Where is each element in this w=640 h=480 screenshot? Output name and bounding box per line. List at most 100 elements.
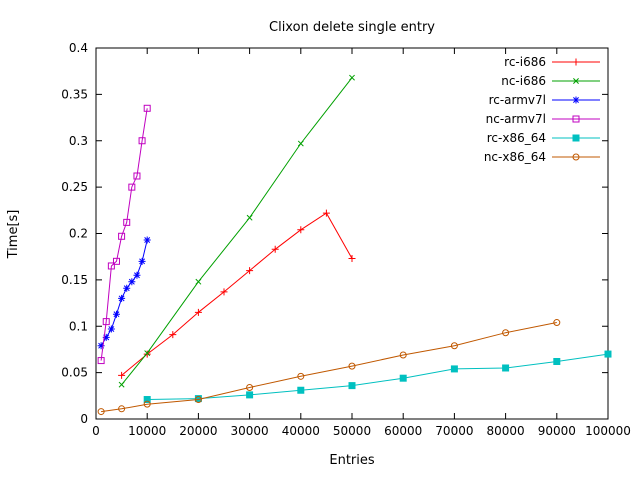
series-marker-rc-armv7l <box>128 278 136 286</box>
y-tick-label: 0.15 <box>61 273 88 287</box>
legend-marker-nc-x86_64 <box>572 153 580 161</box>
series-marker-rc-armv7l <box>112 310 120 318</box>
series-marker-nc-i686 <box>349 74 355 81</box>
series-marker-nc-x86_64 <box>118 405 126 413</box>
series-marker-nc-x86_64 <box>246 383 254 391</box>
x-tick-label: 10000 <box>128 424 166 438</box>
series-marker-nc-x86_64 <box>97 408 105 416</box>
series-marker-nc-x86_64 <box>143 400 151 408</box>
series-marker-rc-armv7l <box>123 284 131 292</box>
legend-marker-nc-i686 <box>573 78 579 84</box>
legend-marker-nc-armv7l <box>572 115 580 123</box>
series-marker-rc-armv7l <box>143 236 151 244</box>
series-marker-rc-i686 <box>194 308 202 316</box>
series-marker-nc-armv7l <box>112 257 120 265</box>
series-marker-rc-x86_64 <box>553 357 561 365</box>
series-marker-nc-armv7l <box>123 218 131 226</box>
series-marker-rc-x86_64 <box>604 350 612 358</box>
y-tick-label: 0.35 <box>61 87 88 101</box>
x-tick-label: 50000 <box>333 424 371 438</box>
series-line-rc-i686 <box>121 212 353 376</box>
series-marker-nc-armv7l <box>128 183 136 191</box>
series-marker-nc-i686 <box>195 278 202 285</box>
series-marker-rc-i686 <box>322 209 330 217</box>
series-marker-nc-armv7l <box>97 357 105 365</box>
series-line-nc-i686 <box>121 77 353 386</box>
series-marker-rc-i686 <box>220 288 228 296</box>
y-axis-label: Time[s] <box>6 210 21 260</box>
series-marker-nc-armv7l <box>102 318 110 326</box>
series-line-nc-x86_64 <box>101 322 557 413</box>
series-marker-rc-i686 <box>348 255 356 263</box>
series-marker-nc-armv7l <box>138 137 146 145</box>
series-marker-rc-i686 <box>271 245 279 253</box>
legend-marker-rc-x86_64 <box>572 134 580 142</box>
series-marker-nc-i686 <box>144 350 151 357</box>
legend-label-rc-x86_64: rc-x86_64 <box>487 131 546 145</box>
series-marker-nc-x86_64 <box>297 372 305 380</box>
y-tick-label: 0.3 <box>69 134 88 148</box>
series-marker-nc-x86_64 <box>450 342 458 350</box>
chart-title: Clixon delete single entry <box>269 20 435 35</box>
legend-label-nc-x86_64: nc-x86_64 <box>484 150 546 164</box>
legend-label-nc-i686: nc-i686 <box>501 74 546 88</box>
series-marker-nc-armv7l <box>118 232 126 240</box>
x-tick-label: 80000 <box>487 424 525 438</box>
series-line-rc-x86_64 <box>147 353 609 400</box>
series-marker-nc-armv7l <box>107 262 115 270</box>
x-tick-label: 20000 <box>179 424 217 438</box>
y-tick-label: 0 <box>80 412 88 426</box>
legend-marker-rc-armv7l <box>572 96 580 104</box>
series-marker-rc-i686 <box>118 371 126 379</box>
legend-label-nc-armv7l: nc-armv7l <box>486 112 546 126</box>
x-tick-label: 100000 <box>585 424 631 438</box>
plot-area: 0 10000 20000 30000 40000 50000 60000 70000 8000… <box>61 41 631 438</box>
legend-marker-rc-i686 <box>572 58 580 66</box>
x-tick-label: 60000 <box>384 424 422 438</box>
y-tick-label: 0.2 <box>69 227 88 241</box>
series-marker-rc-armv7l <box>102 333 110 341</box>
series-marker-nc-i686 <box>246 214 253 221</box>
series-line-nc-armv7l <box>100 108 148 361</box>
series-marker-nc-x86_64 <box>502 329 510 337</box>
series-marker-rc-i686 <box>297 226 305 234</box>
x-tick-label: 90000 <box>538 424 576 438</box>
series-marker-nc-x86_64 <box>399 351 407 359</box>
series-marker-nc-armv7l <box>143 104 151 112</box>
series-marker-rc-armv7l <box>107 325 115 333</box>
series-marker-nc-i686 <box>118 381 125 388</box>
x-tick-label: 0 <box>92 424 100 438</box>
y-tick-label: 0.4 <box>69 41 88 55</box>
series-marker-rc-x86_64 <box>297 386 305 394</box>
series-marker-rc-armv7l <box>133 271 141 279</box>
series-line-rc-armv7l <box>100 239 148 346</box>
series-marker-rc-x86_64 <box>399 374 407 382</box>
series-marker-rc-armv7l <box>118 294 126 302</box>
x-tick-label: 40000 <box>282 424 320 438</box>
y-tick-label: 0.1 <box>69 319 88 333</box>
series-marker-nc-armv7l <box>133 172 141 180</box>
y-tick-label: 0.05 <box>61 366 88 380</box>
series-marker-nc-i686 <box>297 140 304 147</box>
legend-label-rc-i686: rc-i686 <box>504 55 546 69</box>
series-marker-nc-x86_64 <box>553 319 561 327</box>
y-tick-label: 0.25 <box>61 180 88 194</box>
series-marker-rc-i686 <box>143 350 151 358</box>
series-marker-nc-x86_64 <box>194 396 202 404</box>
x-tick-label: 70000 <box>435 424 473 438</box>
series-marker-rc-i686 <box>169 331 177 339</box>
series-marker-rc-armv7l <box>138 257 146 265</box>
series-marker-rc-x86_64 <box>450 365 458 373</box>
series-marker-rc-i686 <box>246 267 254 275</box>
series-marker-rc-x86_64 <box>143 396 151 404</box>
x-axis-label: Entries <box>329 453 375 468</box>
series-marker-rc-x86_64 <box>348 382 356 390</box>
series-marker-rc-x86_64 <box>246 391 254 399</box>
series-marker-rc-armv7l <box>97 342 105 350</box>
series-marker-nc-x86_64 <box>348 362 356 370</box>
x-tick-label: 30000 <box>231 424 269 438</box>
legend-label-rc-armv7l: rc-armv7l <box>489 93 546 107</box>
series-marker-rc-x86_64 <box>502 364 510 372</box>
